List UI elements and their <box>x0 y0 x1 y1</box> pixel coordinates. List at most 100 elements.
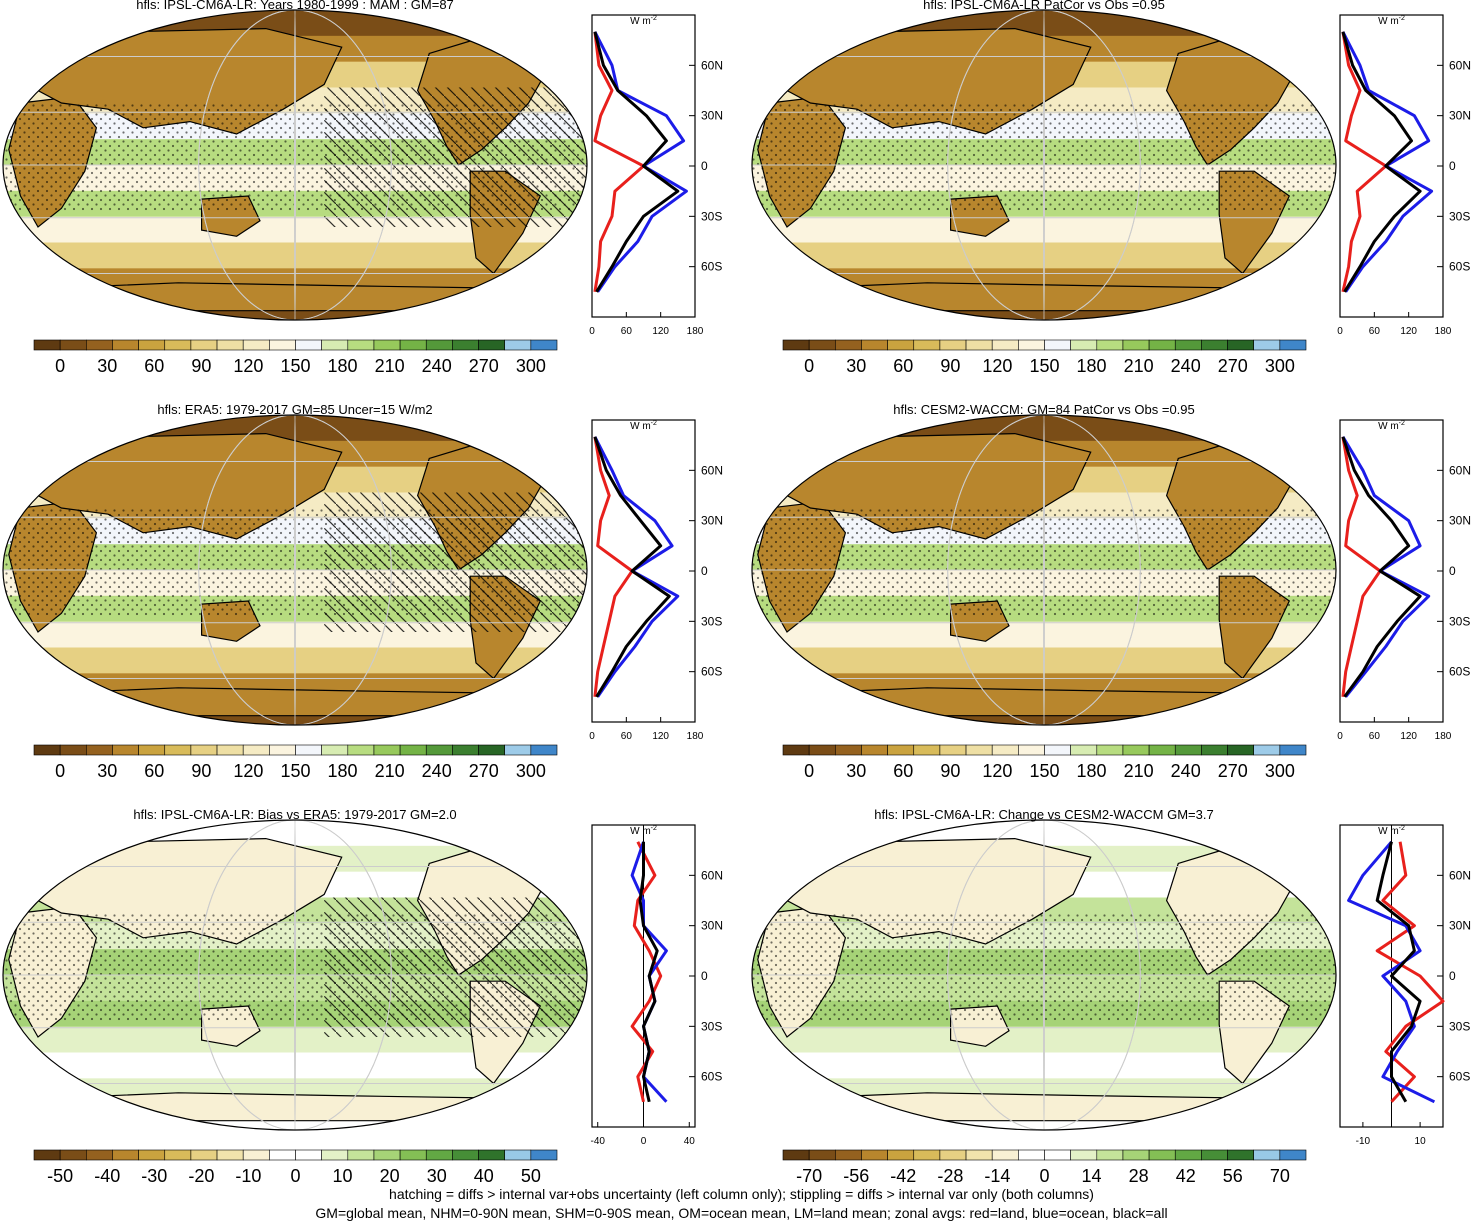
colorbar-label: -40 <box>94 1166 120 1186</box>
zonal-ytick-label: 60N <box>701 58 723 72</box>
zonal-xtick-label: 120 <box>1400 326 1417 337</box>
colorbar-swatch <box>86 744 113 756</box>
map-panel-2: hfls: ERA5: 1979-2017 GM=85 Uncer=15 W/m… <box>2 402 588 726</box>
zonal-series-all <box>638 841 659 1103</box>
colorbar-label: 40 <box>474 1166 494 1186</box>
colorbar-label: 50 <box>521 1166 541 1186</box>
panel-title: hfls: CESM2-WACCM: GM=84 PatCor vs Obs =… <box>893 402 1195 417</box>
zonal-ytick-label: 60S <box>1449 260 1470 274</box>
colorbar-swatch <box>991 339 1019 351</box>
map-panel-5: hfls: IPSL-CM6A-LR: Change vs CESM2-WACC… <box>751 807 1337 1131</box>
colorbar-label: 270 <box>1218 761 1248 781</box>
colorbar-swatch <box>965 744 993 756</box>
colorbar-label: 0 <box>55 761 65 781</box>
zonal-unit-superscript: -2 <box>1399 15 1405 22</box>
colorbar-label: 210 <box>375 356 405 376</box>
colorbar-label: 300 <box>516 761 546 781</box>
colorbar-swatch <box>1044 1149 1071 1161</box>
zonal-ytick-label: 30N <box>701 109 723 123</box>
colorbar-swatch <box>190 744 218 756</box>
colorbar-label: 90 <box>191 761 211 781</box>
zonal-xtick-label: 60 <box>1369 731 1381 742</box>
zonal-ytick-label: 60N <box>701 868 723 882</box>
panel-title: hfls: IPSL-CM6A-LR: Change vs CESM2-WACC… <box>874 807 1213 822</box>
map-outline <box>751 414 1337 726</box>
colorbar-swatch <box>269 339 296 351</box>
zonal-unit-superscript: -2 <box>1399 825 1405 832</box>
colorbar-swatch <box>1122 744 1150 756</box>
zonal-xtick-label: 60 <box>621 326 633 337</box>
colorbar-label: 0 <box>290 1166 300 1186</box>
colorbar-label: 300 <box>516 356 546 376</box>
colorbar-swatch <box>887 1149 915 1161</box>
colorbar-swatch <box>242 744 270 756</box>
colorbar-swatch <box>1227 1149 1255 1161</box>
colorbar-label: 150 <box>280 356 310 376</box>
zonal-panel-4: W m-2 60N 30N 0 30S 60S -40 0 40 <box>590 824 723 1147</box>
colorbar-swatch <box>1174 744 1202 756</box>
colorbar-swatch <box>347 1149 375 1161</box>
colorbar-swatch <box>834 339 862 351</box>
colorbar-swatch <box>269 744 296 756</box>
colorbar-swatch <box>216 339 244 351</box>
colorbar-swatch <box>1253 1149 1281 1161</box>
colorbar-label: 180 <box>328 356 358 376</box>
colorbar-swatch <box>112 744 139 756</box>
colorbar-swatch <box>1122 1149 1150 1161</box>
colorbar-label: -10 <box>235 1166 261 1186</box>
map-outline <box>2 819 588 1131</box>
colorbar-swatch <box>1096 1149 1124 1161</box>
colorbar-swatch <box>59 1149 87 1161</box>
zonal-ytick-label: 30N <box>1449 109 1471 123</box>
colorbar-swatch <box>1018 339 1045 351</box>
zonal-frame <box>1339 419 1444 723</box>
zonal-xtick-label: 60 <box>621 731 633 742</box>
colorbar-label: 60 <box>144 761 164 781</box>
colorbar-swatch <box>112 339 139 351</box>
colorbar-label: 150 <box>1029 356 1059 376</box>
colorbar-swatch <box>452 744 479 756</box>
zonal-xtick-label: 0 <box>1337 731 1343 742</box>
colorbar-label: 240 <box>422 356 452 376</box>
zonal-xtick-label: 60 <box>1369 326 1381 337</box>
footer-line-2: GM=global mean, NHM=0-90N mean, SHM=0-90… <box>315 1205 1168 1221</box>
colorbar-swatch <box>1018 744 1045 756</box>
colorbar-label: 56 <box>1223 1166 1243 1186</box>
zonal-ytick-label: 30N <box>701 919 723 933</box>
colorbar-swatch <box>808 1149 836 1161</box>
colorbar-swatch <box>347 744 375 756</box>
colorbar-swatch <box>269 1149 296 1161</box>
colorbar-swatch <box>1070 339 1098 351</box>
zonal-ytick-label: 30S <box>701 614 722 628</box>
colorbar-swatch <box>1201 339 1228 351</box>
colorbar-label: 270 <box>469 356 499 376</box>
colorbar-swatch <box>190 339 218 351</box>
colorbar-swatch <box>504 1149 532 1161</box>
colorbar-swatch <box>425 339 453 351</box>
colorbar-label: 180 <box>328 761 358 781</box>
colorbar-label: 30 <box>846 761 866 781</box>
zonal-ytick-label: 30S <box>1449 209 1470 223</box>
zonal-xtick-label: 0 <box>589 326 595 337</box>
colorbar-swatch <box>1070 744 1098 756</box>
zonal-panel-3: W m-2 60N 30N 0 30S 60S 0 60 120 180 <box>1337 419 1471 742</box>
colorbar-swatch <box>1227 339 1255 351</box>
colorbar-label: 90 <box>940 356 960 376</box>
colorbar-label: 180 <box>1077 356 1107 376</box>
zonal-xtick-label: 0 <box>641 1136 647 1147</box>
hatching <box>324 897 587 1037</box>
map-outline <box>2 414 588 726</box>
zonal-xtick-label: 40 <box>684 1136 696 1147</box>
colorbar-swatch <box>782 1149 810 1161</box>
colorbar-swatch <box>861 339 888 351</box>
zonal-panel-1: W m-2 60N 30N 0 30S 60S 0 60 120 180 <box>1337 14 1471 337</box>
colorbar-swatch <box>164 744 192 756</box>
colorbar-swatch <box>138 1149 166 1161</box>
colorbar-swatch <box>59 744 87 756</box>
colorbar-swatch <box>530 744 558 756</box>
zonal-series-land <box>1341 436 1382 697</box>
colorbar-label: 0 <box>55 356 65 376</box>
colorbar-label: 300 <box>1265 356 1295 376</box>
colorbar-swatch <box>373 1149 401 1161</box>
colorbar-swatch <box>86 1149 113 1161</box>
